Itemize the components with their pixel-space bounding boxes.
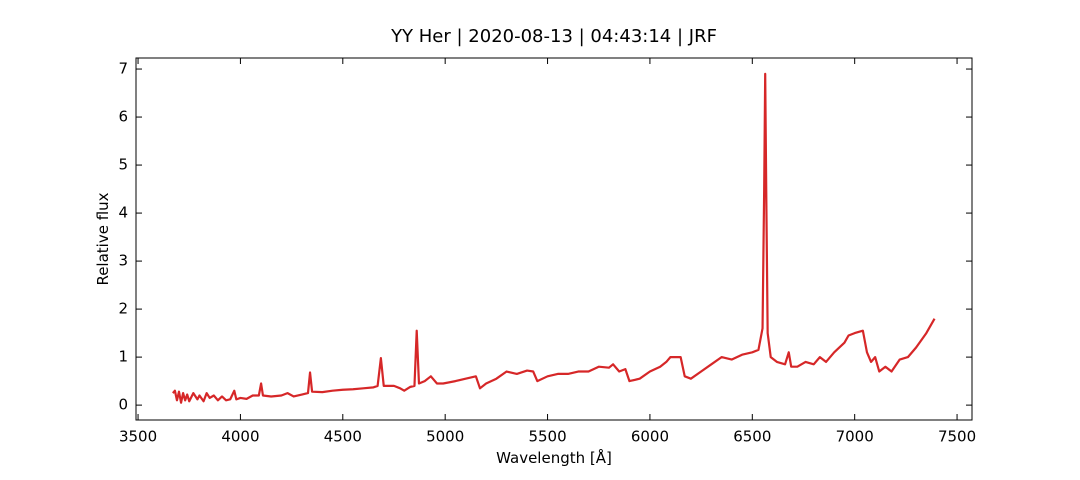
y-tick-label: 4	[118, 204, 128, 222]
y-tick-label: 7	[118, 60, 128, 78]
x-tick-label: 4000	[221, 428, 259, 446]
x-tick-label: 4500	[324, 428, 362, 446]
y-tick-label: 5	[118, 156, 128, 174]
y-axis-label: Relative flux	[94, 192, 112, 285]
x-tick-label: 7000	[836, 428, 874, 446]
y-tick-label: 6	[118, 108, 128, 126]
y-tick-label: 1	[118, 348, 128, 366]
x-tick-label: 5000	[426, 428, 464, 446]
spectrum-line	[172, 72, 936, 404]
x-tick-label: 7500	[938, 428, 976, 446]
x-tick-label: 3500	[119, 428, 157, 446]
y-tick-label: 2	[118, 300, 128, 318]
x-tick-label: 5500	[528, 428, 566, 446]
y-tick-label: 3	[118, 252, 128, 270]
chart-title: YY Her | 2020-08-13 | 04:43:14 | JRF	[390, 26, 717, 47]
x-tick-label: 6500	[733, 428, 771, 446]
x-tick-label: 6000	[631, 428, 669, 446]
x-axis-label: Wavelength [Å]	[496, 448, 612, 467]
plot-frame	[135, 57, 973, 421]
y-tick-label: 0	[118, 396, 128, 414]
